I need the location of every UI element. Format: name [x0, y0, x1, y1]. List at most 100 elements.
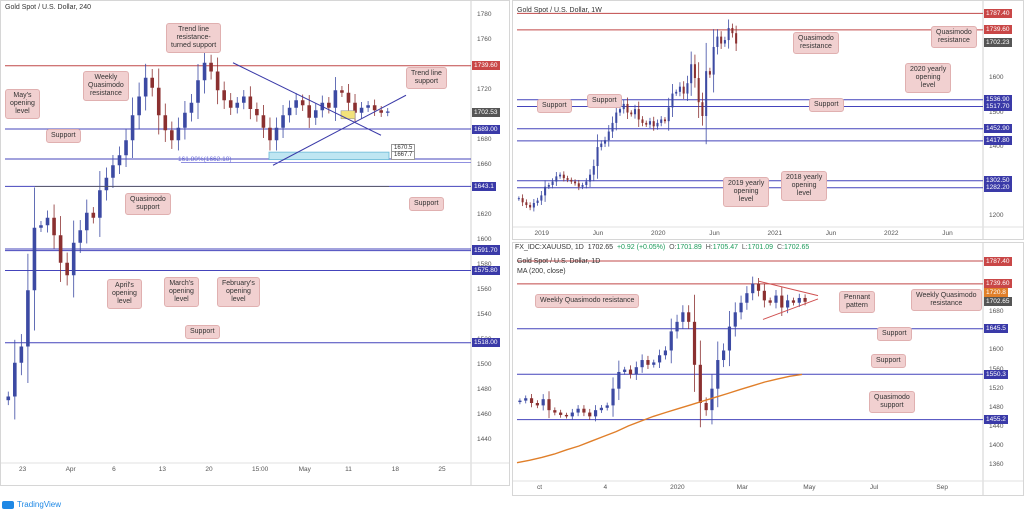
candle-body	[235, 102, 240, 108]
y-tick-label: 1680	[989, 308, 1004, 316]
candle-body	[559, 174, 562, 177]
x-tick-label: Jun	[592, 230, 604, 237]
tradingview-footer[interactable]: TradingView	[2, 500, 61, 509]
candle-body	[555, 176, 558, 182]
candle-body	[596, 147, 599, 167]
candle-body	[657, 355, 662, 363]
candle-body	[327, 102, 331, 108]
candle-body	[756, 283, 761, 291]
d-annotation-quasimodo-support: Quasimodo support	[869, 391, 915, 413]
h4-annotation-marchs-opening: March's opening level	[164, 277, 199, 307]
candle-body	[209, 62, 213, 72]
candle-body	[669, 331, 673, 351]
h4-chart-canvas[interactable]	[1, 1, 510, 486]
candle-body	[137, 96, 141, 116]
candle-body	[576, 408, 580, 413]
y-tick-label: 1200	[989, 212, 1004, 220]
price-tag: 1591.70	[472, 246, 500, 256]
x-tick-label: 20	[205, 466, 213, 473]
price-tag: 1720.8	[984, 288, 1008, 298]
candle-body	[65, 262, 69, 276]
y-tick-label: 1480	[989, 403, 1004, 411]
y-tick-label: 1540	[477, 311, 492, 319]
x-tick-label: Jun	[942, 230, 953, 237]
x-tick-label: 23	[18, 466, 27, 473]
tradingview-logo-icon	[2, 500, 14, 509]
price-tag: 1452.90	[984, 124, 1012, 134]
candle-body	[727, 27, 730, 41]
candle-body	[385, 111, 390, 113]
h4-annotation-februarys-opening: February's opening level	[217, 277, 260, 307]
x-tick-label: Jun	[709, 230, 720, 237]
pennant-tip-box	[340, 110, 356, 120]
candle-body	[751, 283, 755, 294]
w-annotation-2020-opening: 2020 yearly opening level	[905, 63, 952, 93]
candle-body	[241, 96, 246, 103]
candle-body	[104, 177, 109, 191]
candle-body	[607, 131, 610, 141]
candle-body	[712, 46, 715, 75]
w-annotation-quasimodo-1: Quasimodo resistance	[793, 32, 839, 54]
y-tick-label: 1560	[477, 286, 492, 294]
h4-chart-panel[interactable]: Gold Spot / U.S. Dollar, 240 1670.5 1667…	[0, 0, 510, 486]
h4-annotation-aprils-opening: April's opening level	[107, 279, 142, 309]
x-tick-label: Apr	[65, 466, 76, 473]
daily-chart-panel[interactable]: FX_IDC:XAUUSD, 1D 1702.65 +0.92 (+0.05%)…	[512, 242, 1024, 496]
h4-annotation-quasimodo-support: Quasimodo support	[125, 193, 171, 215]
candle-body	[196, 80, 200, 103]
price-tag: 1739.60	[984, 279, 1012, 289]
candle-body	[553, 410, 557, 413]
y-tick-label: 1500	[477, 361, 492, 369]
price-tag: 1739.60	[984, 25, 1012, 35]
descending-trend-line	[232, 62, 382, 136]
candle-body	[570, 412, 574, 417]
candle-body	[215, 71, 220, 91]
candle-body	[300, 100, 305, 106]
daily-chart-canvas[interactable]	[513, 243, 1024, 496]
candle-body	[626, 103, 629, 113]
x-tick-label: 18	[391, 466, 399, 473]
candle-body	[582, 408, 586, 413]
y-tick-label: 1580	[477, 261, 492, 269]
daily-ohlc-bar: FX_IDC:XAUUSD, 1D 1702.65 +0.92 (+0.05%)…	[515, 244, 810, 251]
low-value: 1701.09	[747, 244, 774, 251]
x-tick-label: Jun	[825, 230, 837, 237]
candle-body	[529, 205, 532, 208]
candle-body	[333, 90, 338, 108]
candle-body	[681, 312, 685, 322]
candle-body	[551, 181, 554, 186]
x-tick-label: 2019	[534, 230, 549, 237]
y-tick-label: 1400	[989, 441, 1004, 449]
candle-body	[577, 183, 580, 187]
candle-body	[143, 77, 148, 97]
x-tick-label: 2022	[883, 230, 899, 237]
w-annotation-2019-opening: 2019 yearly opening level	[723, 177, 770, 207]
daily-ma-indicator-label: MA (200, close)	[517, 268, 566, 275]
candle-body	[540, 195, 543, 201]
x-tick-label: 4	[603, 484, 608, 491]
price-tag: 1302.50	[984, 176, 1012, 186]
price-tag: 1550.3	[984, 369, 1008, 379]
x-tick-label: 25	[438, 466, 446, 473]
candle-body	[111, 165, 115, 178]
candle-body	[32, 227, 37, 291]
candle-body	[91, 212, 96, 218]
candle-body	[716, 360, 720, 389]
candle-body	[379, 110, 383, 113]
price-tag: 1739.60	[472, 61, 500, 71]
h4-annotation-trendline-support: Trend line support	[406, 67, 447, 89]
candle-body	[637, 109, 640, 120]
candle-body	[222, 90, 226, 101]
h4-annotation-support-3: Support	[185, 325, 220, 339]
x-tick-label: May	[298, 466, 311, 473]
price-tag: 1645.5	[984, 324, 1008, 334]
weekly-chart-panel[interactable]: Gold Spot / U.S. Dollar, 1W Quasimodo re…	[512, 0, 1024, 240]
y-tick-label: 1600	[989, 346, 1004, 354]
candle-body	[710, 388, 714, 411]
y-tick-label: 1460	[477, 411, 492, 419]
candle-body	[600, 143, 603, 148]
candle-body	[340, 90, 344, 93]
candle-body	[183, 112, 187, 128]
candle-body	[84, 212, 89, 231]
w-annotation-support-1: Support	[537, 99, 572, 113]
